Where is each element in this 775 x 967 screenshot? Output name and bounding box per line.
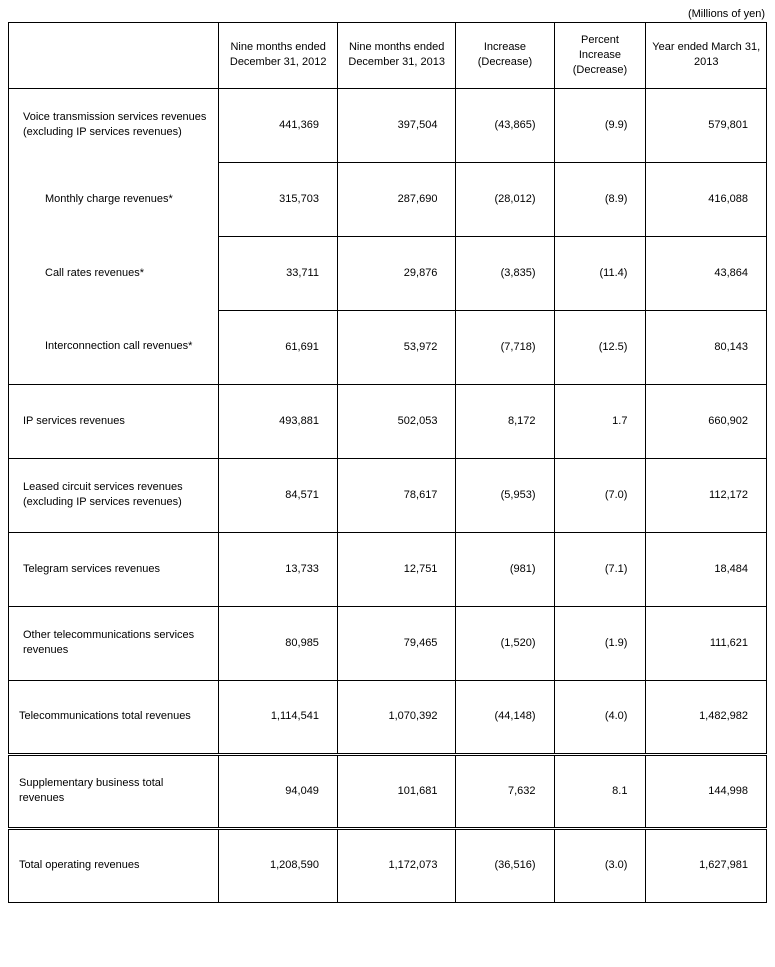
cell: 397,504: [337, 88, 456, 162]
row-label-telegram: Telegram services revenues: [9, 552, 218, 587]
cell: 94,049: [219, 754, 338, 828]
cell: 101,681: [337, 754, 456, 828]
row-label-call: Call rates revenues*: [9, 256, 218, 291]
cell: 79,465: [337, 606, 456, 680]
cell: (43,865): [456, 88, 554, 162]
cell: 43,864: [646, 236, 767, 310]
cell: (11.4): [554, 236, 646, 310]
cell: 12,751: [337, 532, 456, 606]
cell: 1.7: [554, 384, 646, 458]
cell: 660,902: [646, 384, 767, 458]
cell: 8.1: [554, 754, 646, 828]
cell: (8.9): [554, 162, 646, 236]
cell: 33,711: [219, 236, 338, 310]
table-row: Telegram services revenues 13,733 12,751…: [9, 532, 767, 606]
cell: 315,703: [219, 162, 338, 236]
table-row: Telecommunications total revenues 1,114,…: [9, 680, 767, 754]
cell: (7.0): [554, 458, 646, 532]
cell: (3.0): [554, 828, 646, 902]
cell: 80,985: [219, 606, 338, 680]
row-label-ip: IP services revenues: [9, 404, 218, 439]
cell: (4.0): [554, 680, 646, 754]
table-row: IP services revenues 493,881 502,053 8,1…: [9, 384, 767, 458]
cell: 1,627,981: [646, 828, 767, 902]
cell: 1,070,392: [337, 680, 456, 754]
table-row: Call rates revenues* 33,711 29,876 (3,83…: [9, 236, 767, 310]
cell: 111,621: [646, 606, 767, 680]
row-label-voice: Voice transmission services revenues (ex…: [9, 100, 218, 150]
col-header-percent: Percent Increase (Decrease): [554, 23, 646, 89]
cell: 502,053: [337, 384, 456, 458]
cell: 78,617: [337, 458, 456, 532]
unit-label: (Millions of yen): [8, 8, 767, 20]
cell: (1.9): [554, 606, 646, 680]
cell: 29,876: [337, 236, 456, 310]
cell: 80,143: [646, 310, 767, 384]
col-header-2012: Nine months ended December 31, 2012: [219, 23, 338, 89]
table-row: Voice transmission services revenues (ex…: [9, 88, 767, 162]
cell: (9.9): [554, 88, 646, 162]
table-row: Leased circuit services revenues (exclud…: [9, 458, 767, 532]
cell: (28,012): [456, 162, 554, 236]
table-row: Other telecommunications services revenu…: [9, 606, 767, 680]
cell: 493,881: [219, 384, 338, 458]
col-header-year: Year ended March 31, 2013: [646, 23, 767, 89]
col-header-blank: [9, 23, 219, 89]
cell: 8,172: [456, 384, 554, 458]
cell: (1,520): [456, 606, 554, 680]
cell: (3,835): [456, 236, 554, 310]
cell: (5,953): [456, 458, 554, 532]
cell: 1,172,073: [337, 828, 456, 902]
cell: 287,690: [337, 162, 456, 236]
cell: 1,208,590: [219, 828, 338, 902]
row-label-total: Total operating revenues: [9, 848, 218, 883]
table-row: Total operating revenues 1,208,590 1,172…: [9, 828, 767, 902]
cell: 416,088: [646, 162, 767, 236]
table-row: Interconnection call revenues* 61,691 53…: [9, 310, 767, 384]
row-label-monthly: Monthly charge revenues*: [9, 182, 218, 217]
cell: 112,172: [646, 458, 767, 532]
row-label-other: Other telecommunications services revenu…: [9, 618, 218, 668]
table-row: Monthly charge revenues* 315,703 287,690…: [9, 162, 767, 236]
cell: (981): [456, 532, 554, 606]
cell: (7.1): [554, 532, 646, 606]
table-header-row: Nine months ended December 31, 2012 Nine…: [9, 23, 767, 89]
cell: 61,691: [219, 310, 338, 384]
revenue-table: Nine months ended December 31, 2012 Nine…: [8, 22, 767, 903]
col-header-increase: Increase (Decrease): [456, 23, 554, 89]
cell: 18,484: [646, 532, 767, 606]
cell: (12.5): [554, 310, 646, 384]
row-label-tele-total: Telecommunications total revenues: [9, 699, 218, 734]
table-row: Supplementary business total revenues 94…: [9, 754, 767, 828]
cell: 144,998: [646, 754, 767, 828]
cell: (7,718): [456, 310, 554, 384]
row-label-supplementary: Supplementary business total revenues: [9, 766, 218, 816]
col-header-2013: Nine months ended December 31, 2013: [337, 23, 456, 89]
cell: 7,632: [456, 754, 554, 828]
row-label-leased: Leased circuit services revenues (exclud…: [9, 470, 218, 520]
cell: 1,482,982: [646, 680, 767, 754]
cell: (44,148): [456, 680, 554, 754]
row-label-inter: Interconnection call revenues*: [9, 329, 218, 364]
cell: 579,801: [646, 88, 767, 162]
cell: 13,733: [219, 532, 338, 606]
cell: (36,516): [456, 828, 554, 902]
cell: 84,571: [219, 458, 338, 532]
cell: 441,369: [219, 88, 338, 162]
cell: 53,972: [337, 310, 456, 384]
cell: 1,114,541: [219, 680, 338, 754]
